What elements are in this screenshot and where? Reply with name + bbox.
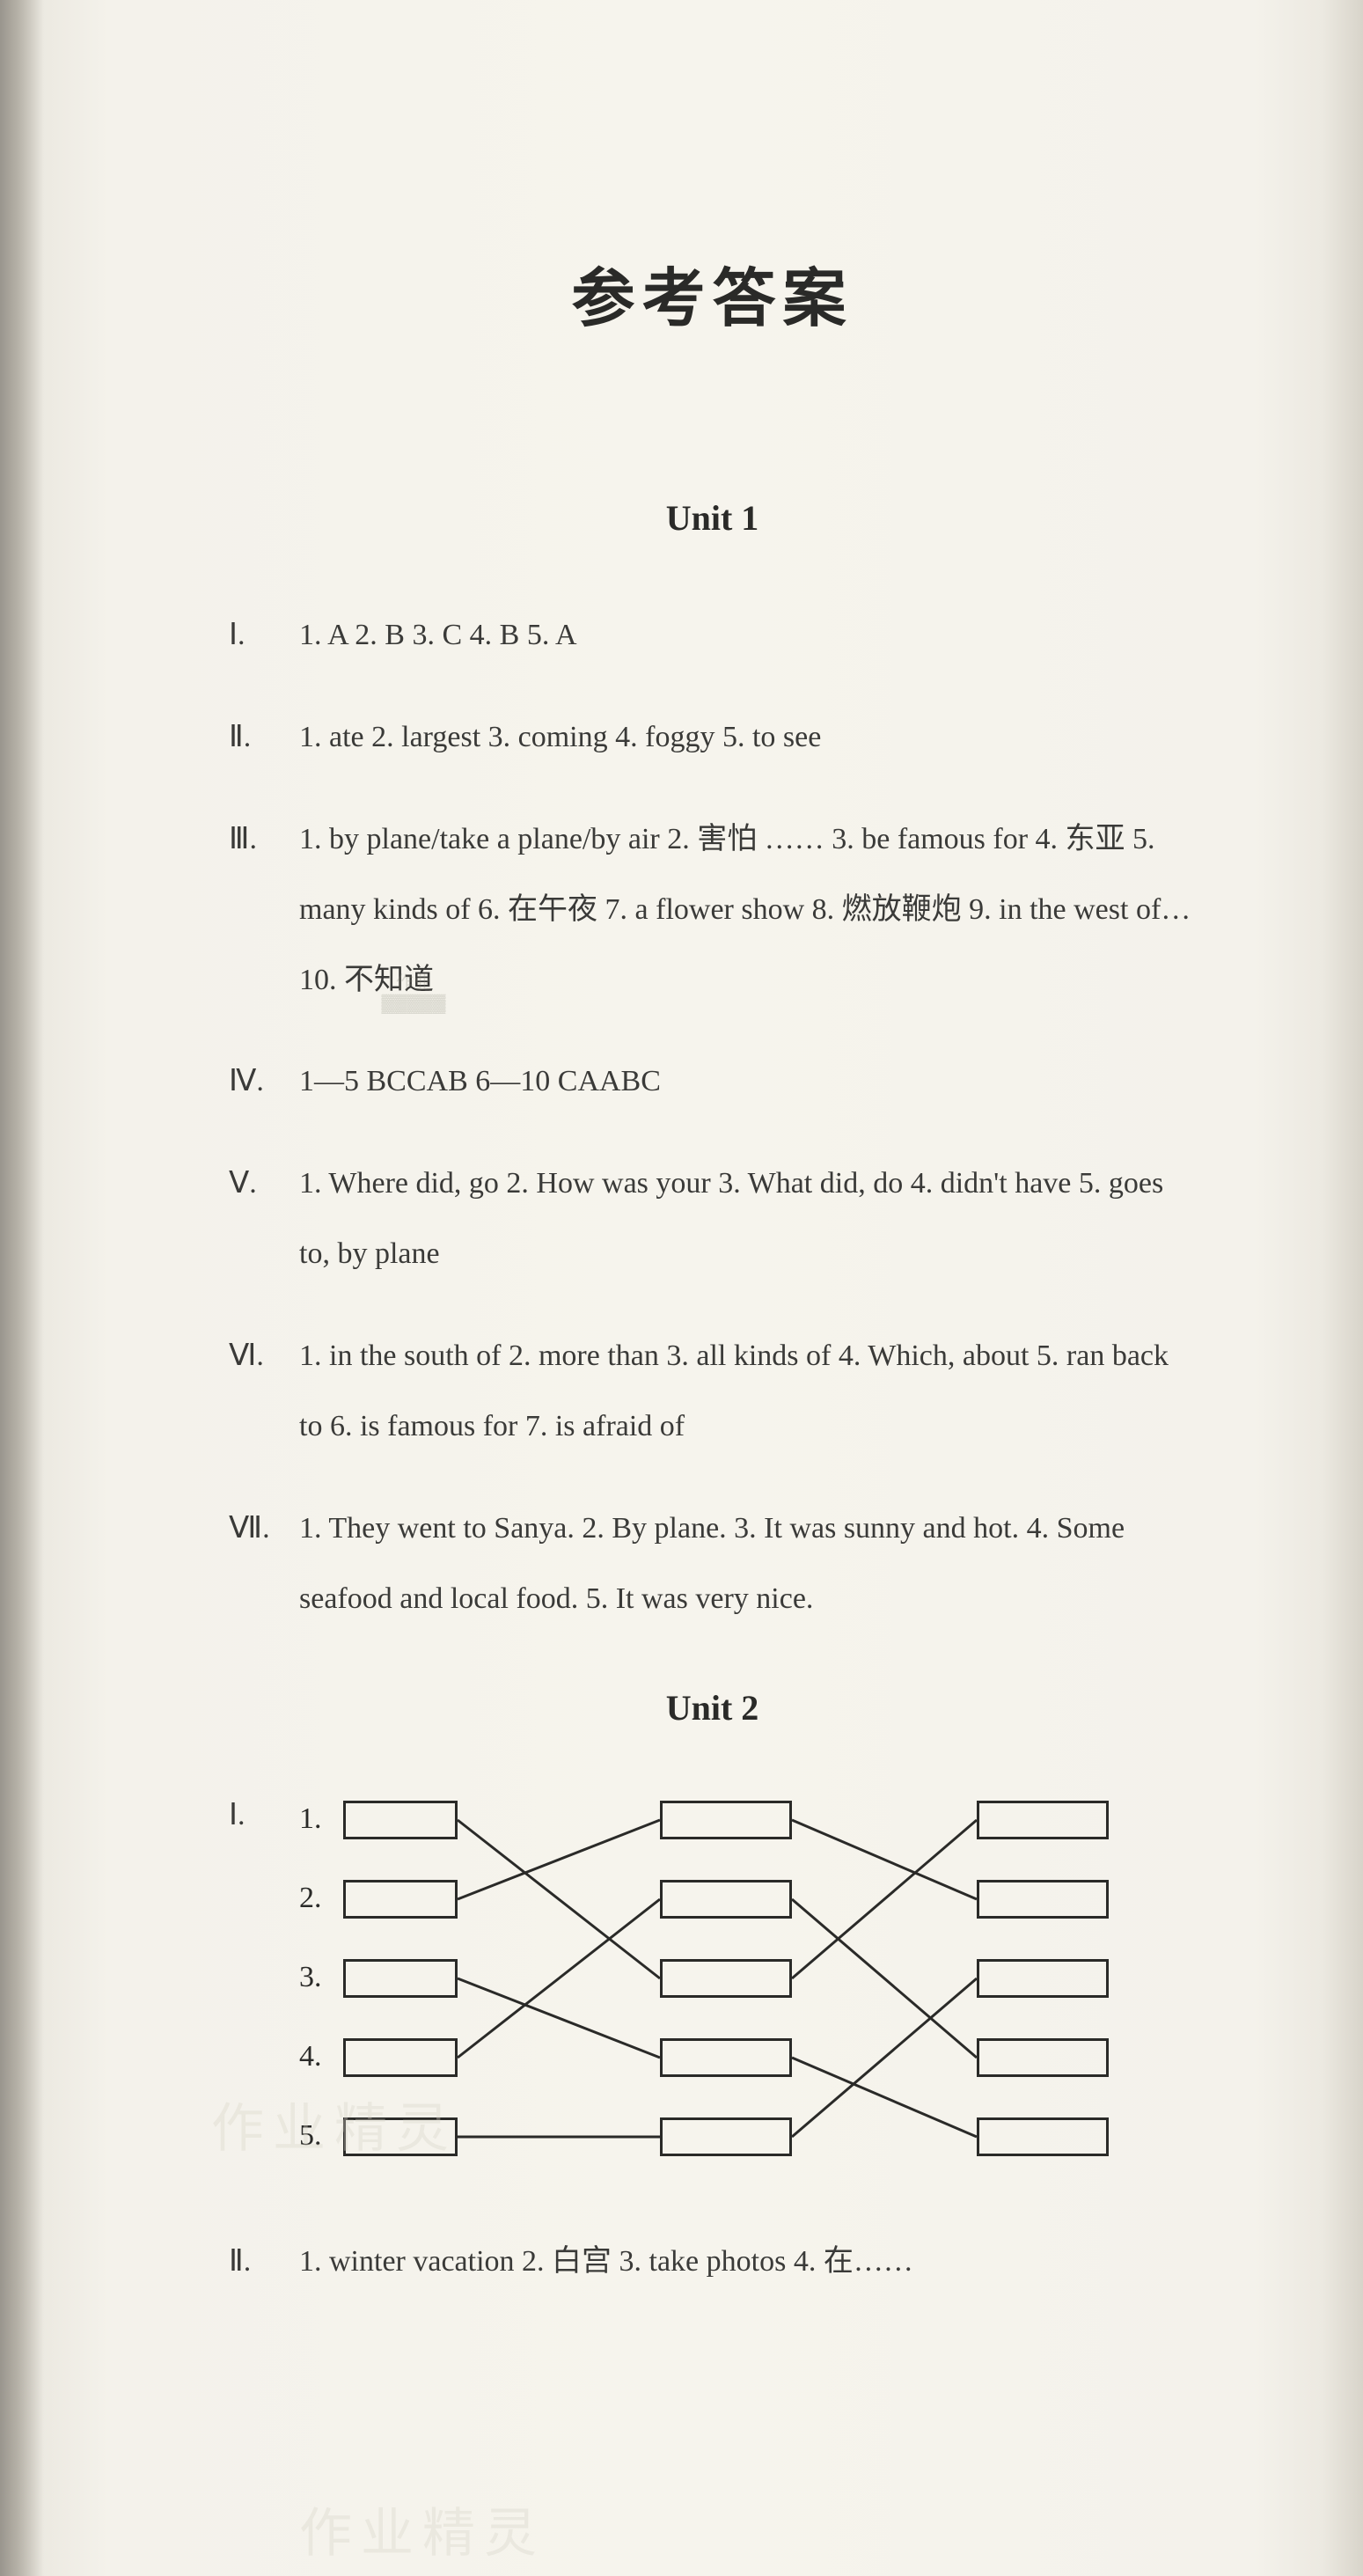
diagram-row-label: 4. bbox=[299, 2040, 322, 2073]
watermark-stamp: 作业 ▓▓▓▓▓ bbox=[361, 968, 466, 1030]
document-page: 参考答案 Unit 1 Ⅰ. 1. A 2. B 3. C 4. B 5. A … bbox=[0, 0, 1363, 2576]
diagram-box bbox=[343, 1959, 458, 1998]
answer-text: 1. Where did, go 2. How was your 3. What… bbox=[299, 1149, 1196, 1289]
unit1-section-1: Ⅰ. 1. A 2. B 3. C 4. B 5. A bbox=[229, 600, 1196, 671]
unit1-heading: Unit 1 bbox=[229, 497, 1196, 539]
roman-numeral: Ⅱ. bbox=[229, 702, 299, 773]
unit1-section-6: Ⅵ. 1. in the south of 2. more than 3. al… bbox=[229, 1321, 1196, 1462]
roman-numeral: Ⅳ. bbox=[229, 1046, 299, 1117]
diagram-box bbox=[977, 2038, 1109, 2077]
diagram-box bbox=[660, 1880, 792, 1919]
diagram-box bbox=[977, 2117, 1109, 2156]
roman-numeral: Ⅵ. bbox=[229, 1321, 299, 1462]
diagram-box bbox=[343, 1801, 458, 1839]
unit1-section-7: Ⅶ. 1. They went to Sanya. 2. By plane. 3… bbox=[229, 1493, 1196, 1634]
watermark-text: ▓▓▓▓▓ bbox=[361, 994, 466, 1014]
answer-text: 1. ate 2. largest 3. coming 4. foggy 5. … bbox=[299, 702, 1196, 773]
diagram-row-label: 2. bbox=[299, 1882, 322, 1915]
answer-text: 1—5 BCCAB 6—10 CAABC bbox=[299, 1046, 1196, 1117]
diagram-box bbox=[660, 2117, 792, 2156]
roman-numeral: Ⅴ. bbox=[229, 1149, 299, 1289]
diagram-box bbox=[660, 2038, 792, 2077]
answer-text: 1. They went to Sanya. 2. By plane. 3. I… bbox=[299, 1493, 1196, 1634]
watermark-text: 作业精灵 bbox=[299, 2491, 546, 2567]
roman-numeral: Ⅰ. bbox=[229, 600, 299, 671]
diagram-box bbox=[977, 1801, 1109, 1839]
unit2-heading: Unit 2 bbox=[229, 1687, 1196, 1728]
roman-numeral: Ⅲ. bbox=[229, 804, 299, 1016]
unit1-section-2: Ⅱ. 1. ate 2. largest 3. coming 4. foggy … bbox=[229, 702, 1196, 773]
binding-shadow bbox=[0, 0, 44, 2576]
diagram-row-label: 1. bbox=[299, 1802, 322, 1836]
answer-text: 1. winter vacation 2. 白宫 3. take photos … bbox=[299, 2227, 1196, 2297]
diagram-row-label: 3. bbox=[299, 1961, 322, 1994]
diagram-box bbox=[660, 1801, 792, 1839]
diagram-box bbox=[977, 1959, 1109, 1998]
answer-text: 1. in the south of 2. more than 3. all k… bbox=[299, 1321, 1196, 1462]
roman-numeral: Ⅶ. bbox=[229, 1493, 299, 1634]
unit1-section-5: Ⅴ. 1. Where did, go 2. How was your 3. W… bbox=[229, 1149, 1196, 1289]
watermark-text: 作业精灵 bbox=[211, 2086, 458, 2162]
main-title: 参考答案 bbox=[229, 246, 1196, 339]
unit2-section-2: Ⅱ. 1. winter vacation 2. 白宫 3. take phot… bbox=[229, 2227, 1196, 2297]
unit1-section-4: Ⅳ. 1—5 BCCAB 6—10 CAABC bbox=[229, 1046, 1196, 1117]
diagram-box bbox=[977, 1880, 1109, 1919]
watermark-text: 作业 bbox=[361, 968, 466, 994]
roman-numeral: Ⅱ. bbox=[229, 2227, 299, 2297]
diagram-box bbox=[343, 2038, 458, 2077]
diagram-box bbox=[343, 1880, 458, 1919]
diagram-box bbox=[660, 1959, 792, 1998]
answer-text: 1. A 2. B 3. C 4. B 5. A bbox=[299, 600, 1196, 671]
